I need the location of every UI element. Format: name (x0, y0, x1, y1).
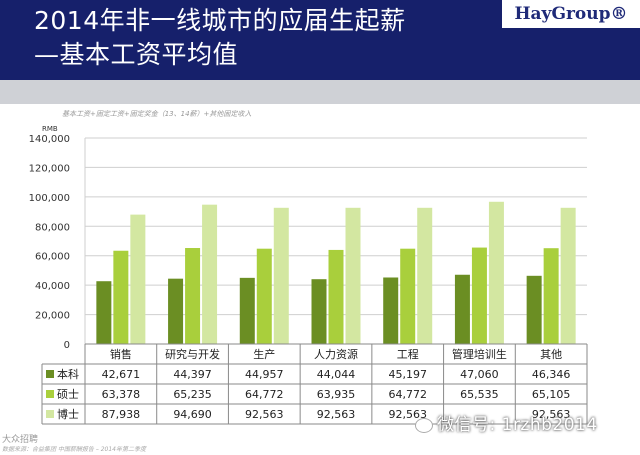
header-divider-band (0, 80, 640, 104)
y-tick-label: 20,000 (35, 311, 70, 322)
data-label: 63,935 (317, 388, 356, 401)
bar-1-4 (311, 279, 327, 344)
bar-2-7 (543, 248, 559, 344)
data-label: 65,235 (173, 388, 212, 401)
legend-swatch (46, 410, 54, 418)
page-title: 2014年非一线城市的应届生起薪 (34, 6, 406, 35)
data-label: 42,671 (102, 368, 141, 381)
legend-swatch (46, 370, 54, 378)
data-label: 64,772 (245, 388, 284, 401)
title-banner: 2014年非一线城市的应届生起薪 —基本工资平均值 HayGroup® (0, 0, 640, 80)
y-tick-label: 40,000 (35, 281, 70, 292)
data-label: 94,690 (173, 408, 212, 421)
bar-1-3 (239, 277, 255, 344)
data-label: 45,197 (388, 368, 427, 381)
haygroup-logo: HayGroup® (502, 0, 640, 28)
y-tick-label: 100,000 (29, 193, 70, 204)
bar-3-3 (273, 207, 289, 344)
data-label: 92,563 (245, 408, 284, 421)
y-tick-label: 140,000 (29, 134, 70, 145)
bar-2-5 (400, 248, 416, 344)
bar-3-2 (202, 204, 218, 344)
wechat-watermark: 微信号: 1rzhb2014 (415, 410, 598, 435)
data-label: 63,378 (102, 388, 141, 401)
data-label: 92,563 (317, 408, 356, 421)
bar-1-2 (168, 278, 184, 344)
data-source: 数据来源：合益集团 中国薪酬报告 – 2014年第二季度 (2, 446, 146, 453)
wechat-id: 微信号: 1rzhb2014 (437, 415, 598, 435)
bar-2-3 (256, 248, 272, 344)
bar-1-5 (383, 277, 399, 344)
data-label: 92,563 (532, 408, 571, 421)
data-label: 44,044 (317, 368, 356, 381)
legend-swatch (46, 390, 54, 398)
bar-3-5 (417, 207, 433, 344)
bar-1-6 (454, 274, 470, 344)
data-label: 44,957 (245, 368, 284, 381)
y-tick-label: 0 (64, 340, 70, 351)
bar-2-4 (328, 249, 344, 344)
y-axis-unit: RMB (42, 125, 58, 133)
y-tick-label: 60,000 (35, 252, 70, 263)
data-label: 65,105 (532, 388, 571, 401)
category-label: 其他 (540, 348, 562, 361)
data-label: 64,772 (388, 388, 427, 401)
bar-2-1 (113, 250, 129, 344)
series-name: 硕士 (57, 388, 79, 401)
corner-watermark: 大众招聘 (2, 435, 39, 445)
bar-3-4 (345, 207, 361, 344)
bar-1-1 (96, 281, 112, 344)
bar-2-6 (471, 247, 487, 344)
bar-3-6 (488, 201, 504, 344)
wechat-icon (415, 417, 433, 433)
data-label: 47,060 (460, 368, 499, 381)
bar-1-7 (526, 275, 542, 344)
category-label: 销售 (110, 347, 132, 361)
page-subtitle: —基本工资平均值 (34, 40, 239, 69)
category-label: 工程 (397, 348, 419, 361)
data-label: 87,938 (102, 408, 141, 421)
category-label: 人力资源 (314, 347, 358, 361)
series-name: 本科 (57, 367, 79, 381)
bar-3-7 (560, 207, 576, 344)
series-name: 博士 (57, 408, 79, 421)
data-label: 92,563 (388, 408, 427, 421)
bar-3-1 (130, 214, 146, 344)
chart-note: 基本工资+固定工资+固定奖金（13、14薪）+其他固定收入 (62, 110, 252, 118)
bar-2-2 (185, 248, 201, 344)
category-label: 研究与开发 (165, 347, 220, 361)
data-label: 65,535 (460, 388, 499, 401)
data-label: 44,397 (173, 368, 212, 381)
y-tick-label: 80,000 (35, 222, 70, 233)
category-label: 生产 (253, 347, 275, 361)
category-label: 管理培训生 (452, 347, 507, 361)
y-tick-label: 120,000 (29, 163, 70, 174)
data-label: 46,346 (532, 368, 571, 381)
